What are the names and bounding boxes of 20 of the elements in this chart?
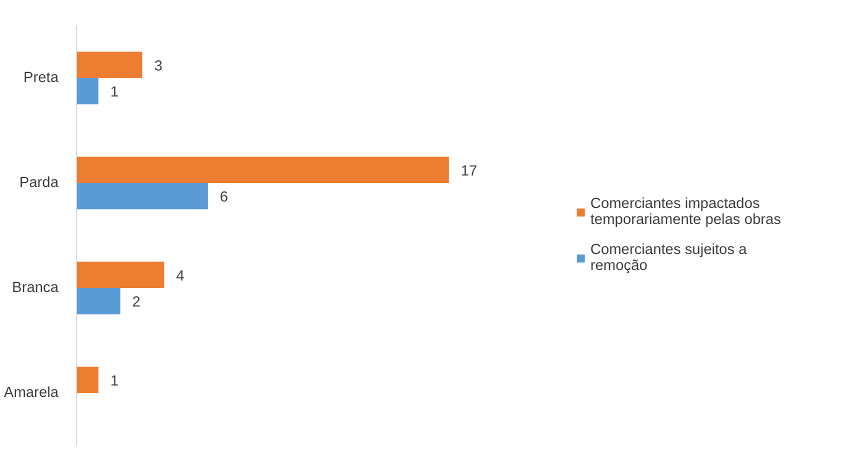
data-label: 6: [220, 190, 228, 206]
bar: [76, 183, 208, 210]
legend-label: Comerciantes impactados temporariamente pelas obras: [590, 196, 781, 228]
bar: [76, 52, 142, 78]
bar: [76, 78, 98, 104]
data-label: 17: [460, 163, 478, 180]
data-label: 3: [154, 58, 162, 74]
legend-label: Comerciantes sujeitos a remoção: [590, 242, 747, 274]
bar: [76, 262, 164, 288]
y-tick-label: Parda: [19, 175, 60, 191]
bar: [76, 366, 98, 393]
data-label: 4: [176, 268, 184, 284]
y-tick-label: Branca: [12, 280, 60, 296]
data-label: 1: [110, 84, 119, 101]
y-tick-label: Amarela: [4, 385, 60, 401]
y-tick-label: Preta: [23, 70, 60, 86]
bar: [76, 288, 120, 314]
data-label: 1: [110, 373, 119, 390]
bar: [76, 156, 449, 183]
data-label: 2: [132, 294, 140, 311]
